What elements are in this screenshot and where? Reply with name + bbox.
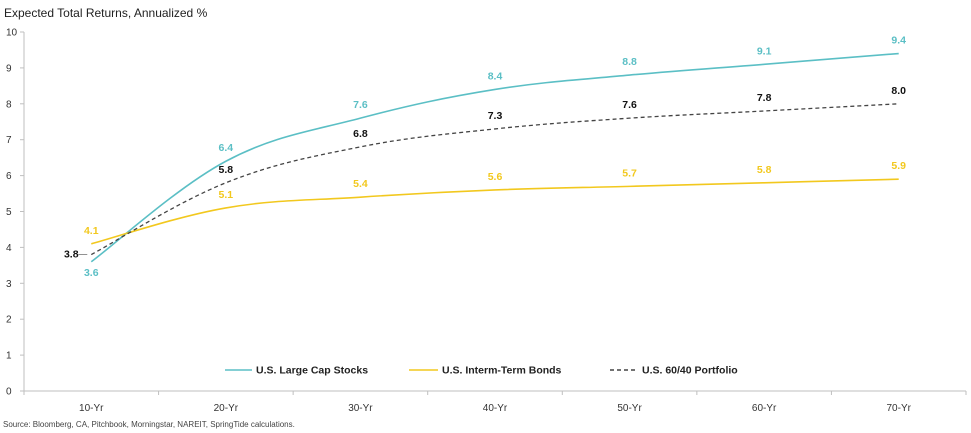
- data-label-u-s-large-cap-stocks: 8.8: [622, 56, 637, 68]
- x-tick-label: 50-Yr: [617, 403, 642, 414]
- series-line-u-s-60-40-portfolio: [90, 103, 899, 256]
- data-label-u-s-60-40-portfolio: 5.8: [219, 164, 234, 176]
- data-label-u-s-60-40-portfolio: 3.8: [64, 249, 79, 261]
- x-tick-label: 20-Yr: [214, 403, 239, 414]
- chart-title: Expected Total Returns, Annualized %: [4, 6, 208, 20]
- x-tick-label: 30-Yr: [348, 403, 373, 414]
- data-label-u-s-60-40-portfolio: 7.6: [622, 99, 637, 111]
- series-line-u-s-large-cap-stocks: [90, 52, 899, 263]
- data-label-u-s-large-cap-stocks: 3.6: [84, 267, 99, 279]
- data-label-u-s-interm-term-bonds: 5.9: [891, 160, 906, 172]
- data-label-u-s-60-40-portfolio: 7.8: [757, 92, 772, 104]
- data-label-u-s-large-cap-stocks: 7.6: [353, 99, 368, 111]
- y-tick-label: 1: [6, 351, 12, 362]
- data-label-u-s-interm-term-bonds: 5.8: [757, 164, 772, 176]
- y-tick-label: 3: [6, 279, 12, 290]
- y-tick-label: 0: [6, 387, 12, 398]
- data-label-u-s-60-40-portfolio: 6.8: [353, 128, 368, 140]
- data-label-u-s-large-cap-stocks: 6.4: [219, 142, 234, 154]
- chart-axes: 0 1 2 3 4 5 6 7 8 9 10 10-Yr 20-Yr 30-Yr 40-Yr 50-Yr 60-…: [6, 28, 967, 414]
- x-tick-label: 10-Yr: [79, 403, 104, 414]
- series-line-u-s-interm-term-bonds: [91, 178, 899, 245]
- y-tick-label: 4: [6, 243, 12, 254]
- data-label-u-s-interm-term-bonds: 5.4: [353, 178, 368, 190]
- legend-label-u-s-interm-term-bonds: U.S. Interm-Term Bonds: [442, 365, 562, 377]
- y-tick-label: 8: [6, 99, 12, 110]
- data-label-u-s-large-cap-stocks: 9.1: [757, 45, 772, 57]
- legend-label-u-s-60-40-portfolio: U.S. 60/40 Portfolio: [642, 365, 738, 377]
- data-label-u-s-interm-term-bonds: 4.1: [84, 225, 99, 237]
- data-label-u-s-60-40-portfolio: 8.0: [891, 85, 906, 97]
- data-label-u-s-large-cap-stocks: 8.4: [488, 70, 503, 82]
- y-tick-label: 6: [6, 171, 12, 182]
- data-label-u-s-interm-term-bonds: 5.6: [488, 171, 503, 183]
- chart-legend: U.S. Large Cap Stocks U.S. Interm-Term Bo…: [225, 365, 738, 377]
- data-labels-layer: 3.6 6.4 7.6 8.4 8.8 9.1 9.4 4.1 5.1 5.4 5.6 5.7 5.8 5…: [64, 35, 906, 279]
- y-tick-label: 2: [6, 315, 12, 326]
- y-tick-label: 7: [6, 135, 12, 146]
- x-tick-label: 70-Yr: [886, 403, 911, 414]
- legend-label-u-s-large-cap-stocks: U.S. Large Cap Stocks: [256, 365, 368, 377]
- series-layer: [90, 52, 899, 263]
- data-label-u-s-60-40-portfolio: 7.3: [488, 110, 503, 122]
- x-tick-label: 40-Yr: [483, 403, 508, 414]
- data-label-u-s-interm-term-bonds: 5.1: [219, 189, 234, 201]
- x-tick-label: 60-Yr: [752, 403, 777, 414]
- y-tick-label: 5: [6, 207, 12, 218]
- y-tick-label: 10: [6, 28, 18, 39]
- data-label-u-s-interm-term-bonds: 5.7: [622, 167, 637, 179]
- data-label-u-s-large-cap-stocks: 9.4: [891, 35, 906, 47]
- source-note: Source: Bloomberg, CA, Pitchbook, Mornin…: [3, 420, 295, 429]
- y-tick-label: 9: [6, 63, 12, 74]
